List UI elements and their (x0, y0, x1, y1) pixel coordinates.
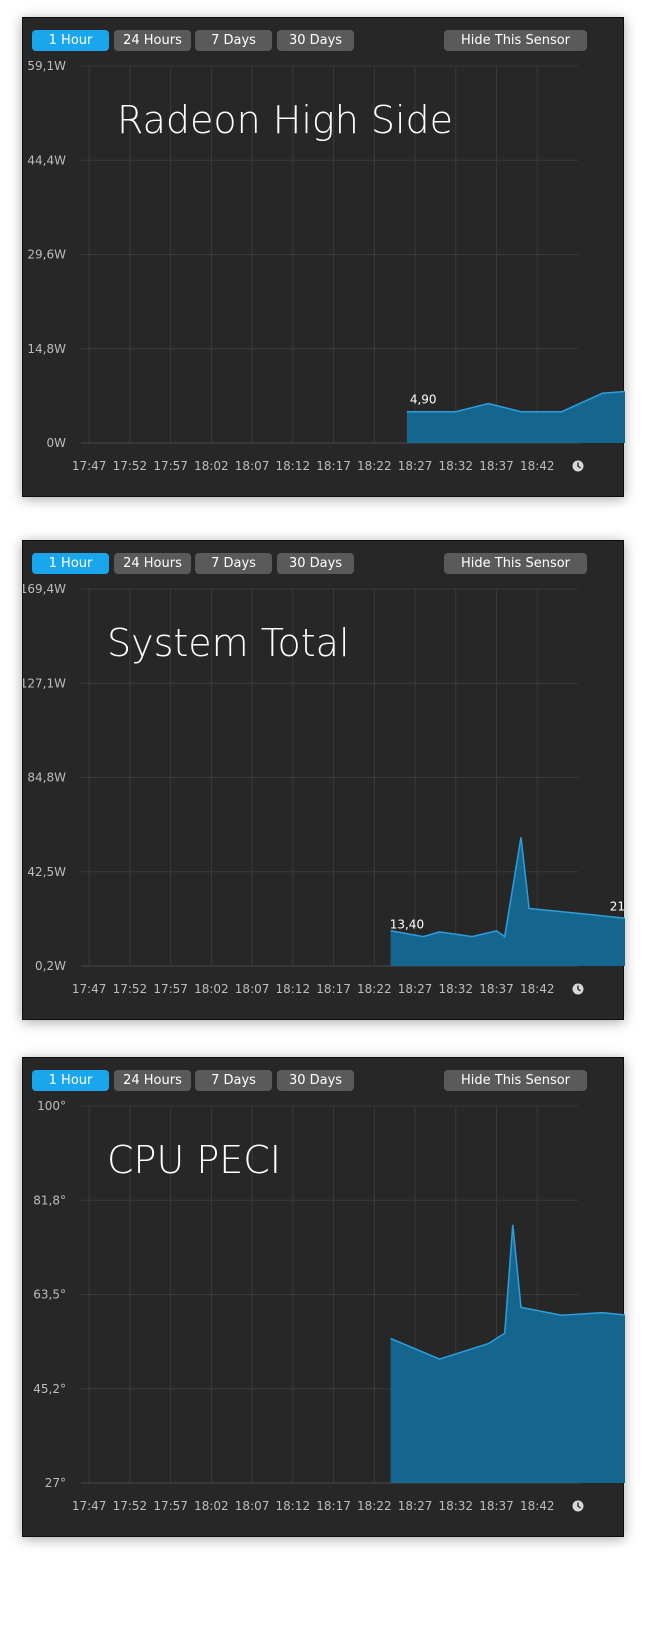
x-tick-label: 18:27 (398, 982, 433, 996)
x-tick-label: 18:17 (316, 459, 351, 473)
x-tick-label: 18:37 (479, 982, 514, 996)
y-tick-label: 0W (47, 436, 67, 450)
y-tick-label: 127,1W (23, 676, 66, 690)
y-tick-label: 44,4W (27, 153, 66, 167)
seven-days-button[interactable]: 7 Days (195, 553, 272, 574)
one-hour-button[interactable]: 1 Hour (32, 30, 109, 51)
y-tick-label: 14,8W (27, 342, 66, 356)
x-tick-label: 17:57 (153, 1499, 188, 1513)
chart-title: Radeon High Side (117, 98, 453, 142)
thirty-days-button[interactable]: 30 Days (277, 30, 354, 51)
x-tick-label: 18:07 (235, 982, 270, 996)
hide-sensor-button[interactable]: Hide This Sensor (444, 1070, 587, 1091)
one-hour-button[interactable]: 1 Hour (32, 553, 109, 574)
y-tick-label: 84,8W (27, 771, 66, 785)
x-tick-label: 18:37 (479, 1499, 514, 1513)
x-tick-label: 18:17 (316, 1499, 351, 1513)
power-chart-radeon-high-side: 59,1W 44,4W 29,6W 14,8W 0W 17:47 17:52 17:57 18:… (27, 59, 625, 473)
seven-days-button[interactable]: 7 Days (195, 30, 272, 51)
data-label: 4,90 (410, 393, 437, 407)
y-tick-label: 29,6W (27, 248, 66, 262)
hide-sensor-button[interactable]: Hide This Sensor (444, 30, 587, 51)
x-tick-label: 18:07 (235, 459, 270, 473)
x-tick-label: 17:47 (72, 459, 107, 473)
x-tick-label: 17:52 (113, 982, 148, 996)
data-label: 21,50 (610, 900, 625, 914)
x-tick-label: 17:57 (153, 982, 188, 996)
x-tick-label: 18:12 (276, 459, 311, 473)
series-area (390, 837, 625, 966)
series-area (390, 1224, 625, 1483)
x-tick-label: 18:02 (194, 459, 229, 473)
x-tick-label: 18:02 (194, 982, 229, 996)
thirty-days-button[interactable]: 30 Days (277, 553, 354, 574)
thirty-days-button[interactable]: 30 Days (277, 1070, 354, 1091)
seven-days-button[interactable]: 7 Days (195, 1070, 272, 1091)
x-tick-label: 18:27 (398, 459, 433, 473)
y-tick-label: 169,4W (23, 582, 66, 596)
x-tick-label: 18:22 (357, 459, 392, 473)
x-tick-label: 17:57 (153, 459, 188, 473)
x-tick-label: 18:07 (235, 1499, 270, 1513)
clock-hands (577, 985, 581, 992)
series-line (390, 837, 625, 938)
y-tick-label: 27° (45, 1476, 66, 1490)
clock-icon (572, 460, 584, 472)
y-tick-label: 42,5W (27, 865, 66, 879)
series-line (406, 390, 625, 413)
x-tick-label: 18:42 (520, 982, 555, 996)
series-area (406, 391, 625, 443)
x-tick-label: 18:02 (194, 1499, 229, 1513)
x-tick-label: 18:32 (438, 1499, 473, 1513)
x-tick-label: 18:12 (276, 1499, 311, 1513)
x-tick-label: 18:17 (316, 982, 351, 996)
sensor-panel-cpu-peci: 1 Hour 24 Hours 7 Days 30 Days Hide This… (22, 1057, 625, 1537)
hide-sensor-button[interactable]: Hide This Sensor (444, 553, 587, 574)
x-tick-label: 18:37 (479, 459, 514, 473)
sensor-panel-radeon-high-side: 1 Hour 24 Hours 7 Days 30 Days Hide This… (22, 17, 625, 497)
clock-hands (577, 462, 581, 469)
y-tick-label: 45,2° (33, 1382, 66, 1396)
x-tick-label: 17:52 (113, 459, 148, 473)
x-tick-label: 18:32 (438, 459, 473, 473)
twenty-four-hours-button[interactable]: 24 Hours (114, 30, 191, 51)
x-tick-label: 18:22 (357, 982, 392, 996)
temperature-chart-cpu-peci: 100° 81,8° 63,5° 45,2° 27° 17:47 17:52 17:57 18:… (33, 1099, 625, 1513)
series-line (390, 1224, 625, 1360)
data-label: 13,40 (390, 918, 424, 932)
y-tick-label: 63,5° (33, 1288, 66, 1302)
y-tick-label: 81,8° (33, 1193, 66, 1207)
x-tick-label: 17:52 (113, 1499, 148, 1513)
y-tick-label: 0,2W (35, 959, 66, 973)
x-tick-label: 18:42 (520, 1499, 555, 1513)
x-tick-label: 18:22 (357, 1499, 392, 1513)
chart-title: System Total (107, 621, 350, 665)
twenty-four-hours-button[interactable]: 24 Hours (114, 1070, 191, 1091)
twenty-four-hours-button[interactable]: 24 Hours (114, 553, 191, 574)
power-chart-system-total: 169,4W 127,1W 84,8W 42,5W 0,2W 17:47 17:52 17:5… (23, 582, 625, 996)
x-tick-label: 18:12 (276, 982, 311, 996)
x-tick-label: 18:27 (398, 1499, 433, 1513)
clock-icon (572, 1500, 584, 1512)
x-tick-label: 17:47 (72, 982, 107, 996)
x-tick-label: 18:42 (520, 459, 555, 473)
y-tick-label: 100° (37, 1099, 66, 1113)
chart-title: CPU PECI (107, 1138, 281, 1182)
clock-hands (577, 1502, 581, 1509)
one-hour-button[interactable]: 1 Hour (32, 1070, 109, 1091)
clock-icon (572, 983, 584, 995)
x-tick-label: 18:32 (438, 982, 473, 996)
x-tick-label: 17:47 (72, 1499, 107, 1513)
y-tick-label: 59,1W (27, 59, 66, 73)
sensor-panel-system-total: 1 Hour 24 Hours 7 Days 30 Days Hide This… (22, 540, 625, 1020)
